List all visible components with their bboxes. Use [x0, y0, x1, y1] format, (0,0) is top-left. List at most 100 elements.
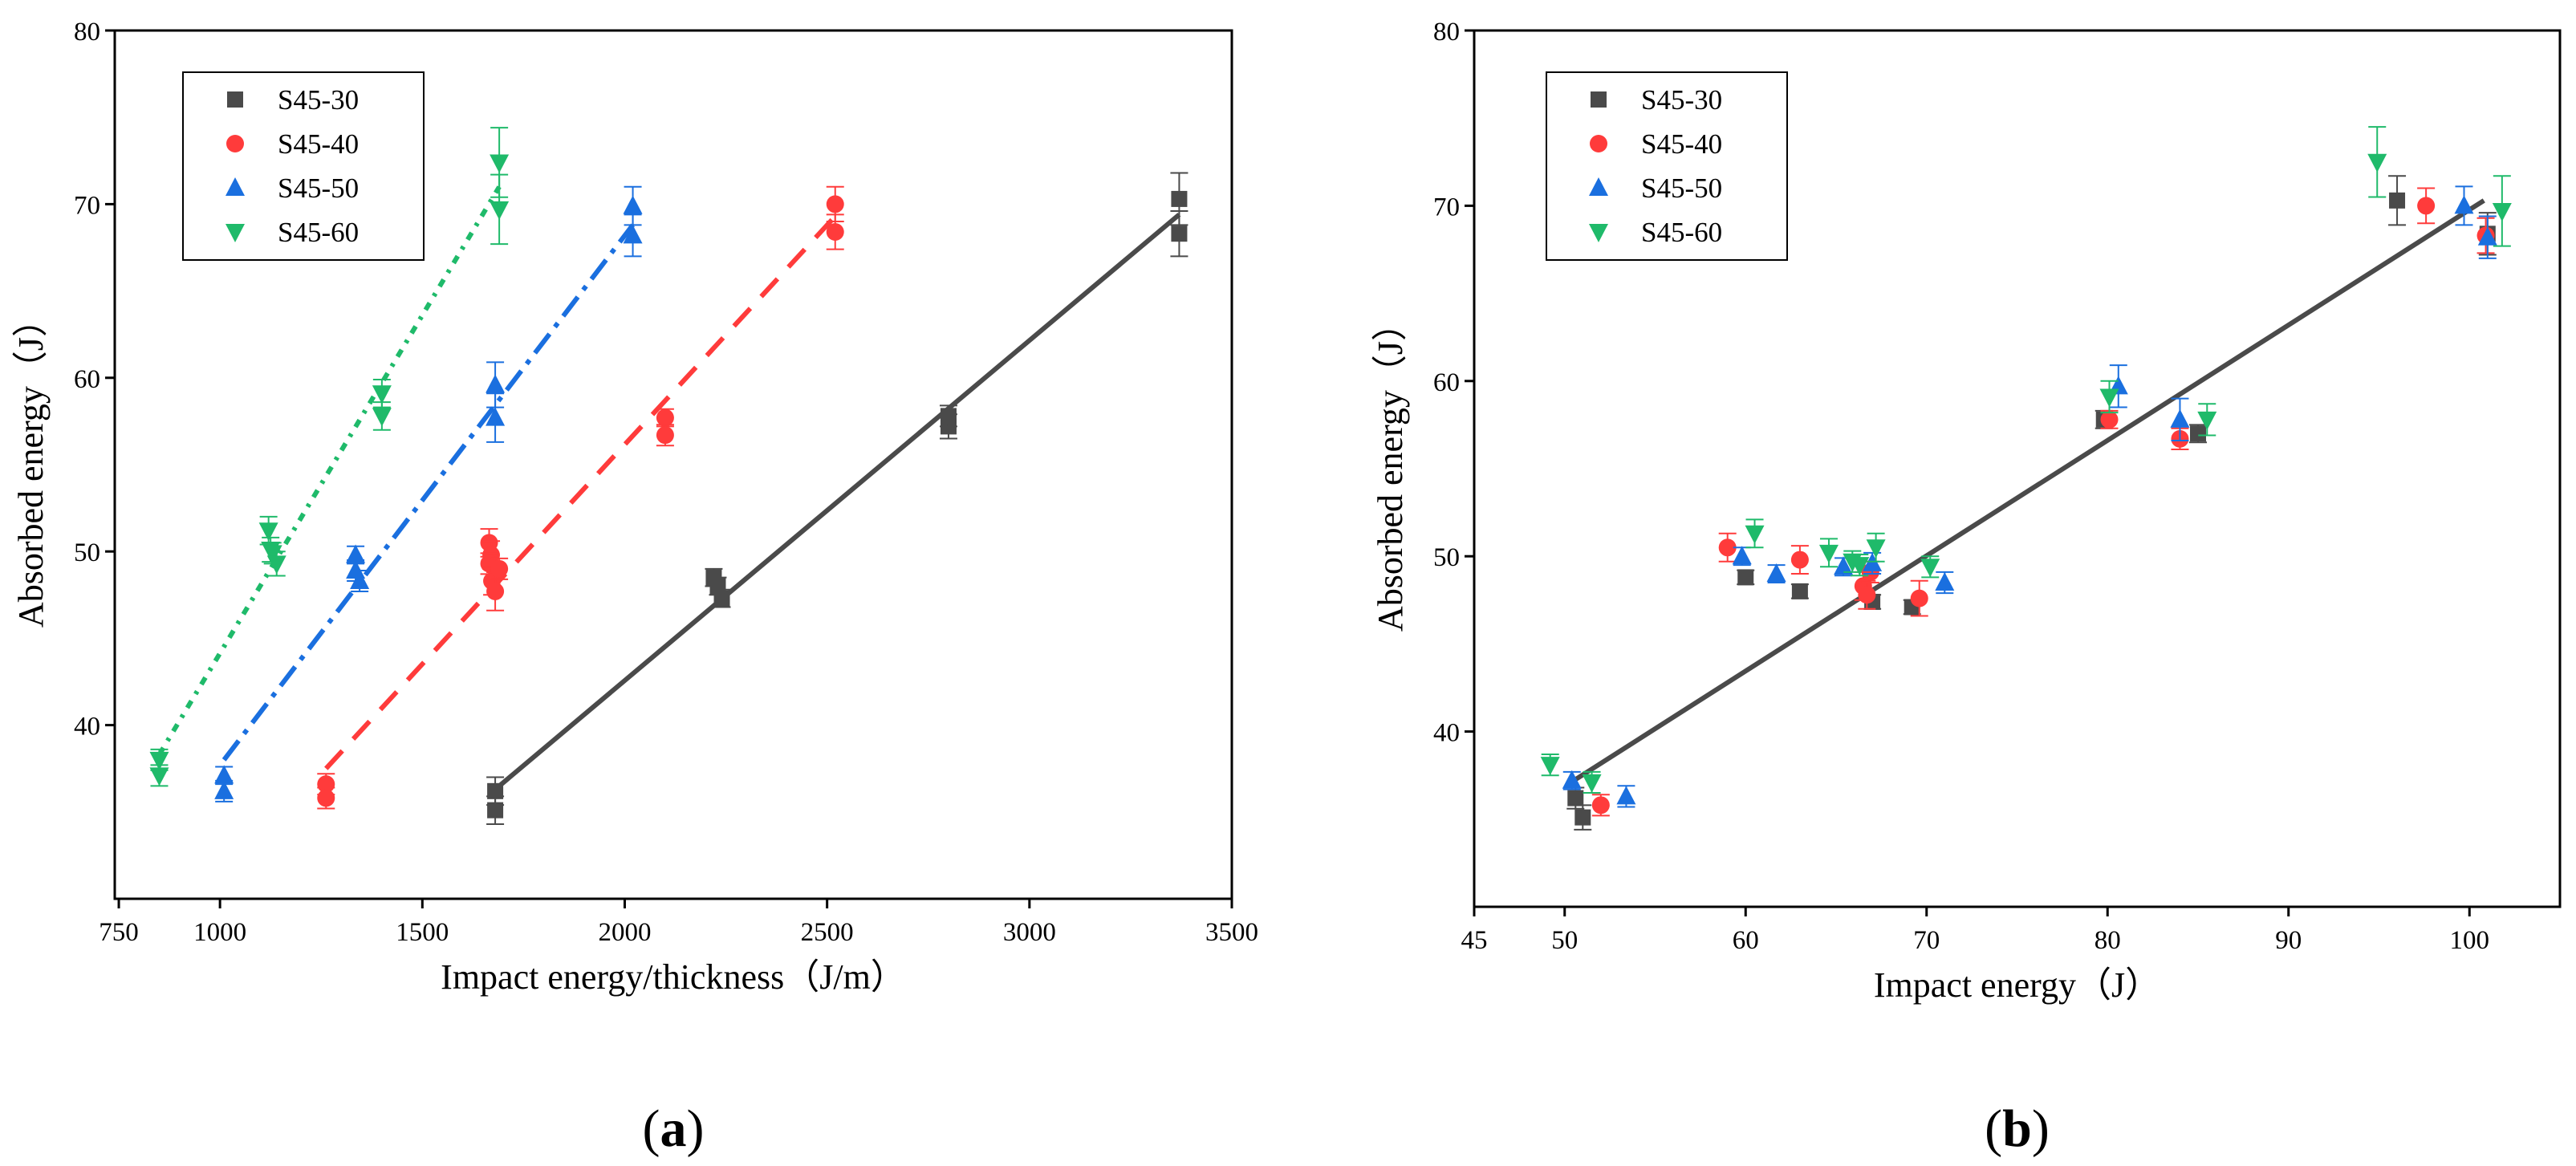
panel-b-legend-marker-s45-40: [1590, 135, 1607, 152]
panel-b-data-point-s45-60: [1540, 757, 1560, 776]
panel-b-data-point-s45-60: [1850, 557, 1870, 576]
panel-b-data-point-s45-30: [2389, 192, 2406, 209]
panel-b-data-point-s45-60: [2492, 202, 2512, 221]
panel-b-data-point-s45-60: [2197, 411, 2217, 430]
panel-b-data-point-s45-60: [1582, 774, 1602, 793]
panel-a-data-point-s45-50: [350, 570, 370, 589]
panel-a-y-tick-label: 80: [74, 18, 100, 47]
panel-a-data-point-s45-50: [214, 765, 234, 784]
panel-a-legend-marker-s45-60: [226, 224, 245, 242]
panel-b-data-point-s45-60: [2367, 153, 2387, 173]
panel-b-x-tick-label: 80: [2095, 926, 2121, 955]
panel-b-data-point-s45-60: [2099, 388, 2119, 408]
panel-b-series-s45-60: [1540, 126, 2512, 794]
panel-a-legend-label: S45-40: [278, 128, 359, 160]
panel-b-y-tick-label: 60: [1433, 368, 1460, 397]
panel-a-x-tick-label: 1000: [193, 918, 246, 947]
panel-b-caption: (b): [1985, 1099, 2050, 1158]
panel-a-series-s45-50: [214, 185, 643, 802]
panel-b-data-point-s45-50: [2170, 408, 2190, 428]
panel-a-data-point-s45-60: [266, 555, 286, 575]
panel-a-data-point-s45-50: [214, 780, 234, 799]
panel-b-data-point-s45-40: [1790, 550, 1809, 569]
panel-b-fit-line: [1572, 198, 2485, 783]
panel-b-data-point-s45-50: [2454, 195, 2474, 214]
panel-b-legend-marker-s45-30: [1591, 91, 1607, 108]
panel-a-data-point-s45-60: [149, 751, 169, 770]
panel-b-data-point-s45-50: [1732, 546, 1752, 565]
panel-a-legend-label: S45-60: [278, 217, 359, 248]
panel-b-data-point-s45-50: [1766, 563, 1786, 583]
panel-b-data-point-s45-40: [1910, 589, 1928, 607]
panel-b-legend-marker-s45-50: [1589, 177, 1608, 196]
panel-b-y-axis-title: Absorbed energy（J）: [1371, 306, 1410, 632]
panel-a-data-point-s45-60: [262, 545, 282, 564]
panel-b-data-point-s45-40: [2417, 197, 2436, 215]
panel-a-x-tick-label: 3000: [1003, 918, 1056, 947]
panel-a-data-point-s45-40: [317, 775, 335, 794]
panel-b-legend-label: S45-50: [1641, 173, 1722, 204]
panel-b-legend-label: S45-60: [1641, 217, 1722, 248]
panel-b-y-tick-label: 50: [1433, 543, 1460, 572]
panel-a-data-point-s45-50: [486, 407, 506, 426]
panel-a-legend-marker-s45-40: [226, 135, 244, 152]
panel-a-x-tick-label: 750: [99, 918, 139, 947]
panel-a-data-point-s45-50: [623, 195, 643, 214]
panel-b-x-tick-label: 45: [1461, 926, 1488, 955]
panel-b-data-point-s45-50: [1935, 571, 1955, 591]
panel-b-x-tick-label: 90: [2275, 926, 2302, 955]
panel-a-data-point-s45-30: [1171, 190, 1188, 207]
panel-a-y-tick-label: 40: [74, 713, 100, 741]
panel-a-x-axis-title: Impact energy/thickness（J/m）: [441, 957, 906, 997]
panel-b-chart: 45 50 60 70 80 90 100 40 50 60 70 80 Impact energy（J…: [1371, 18, 2562, 1158]
panel-a-data-point-s45-30: [940, 408, 957, 425]
panel-a-chart: 750 1000 1500 2000 2500 3000 3500 40 50 60 70 80 Imp…: [11, 18, 1258, 1158]
panel-b-data-point-s45-50: [1616, 786, 1636, 805]
panel-b-x-tick-label: 100: [2450, 926, 2490, 955]
panel-b-data-point-s45-60: [1920, 559, 1940, 578]
panel-b-data-point-s45-30: [1791, 583, 1808, 599]
panel-a-data-point-s45-60: [149, 767, 169, 786]
panel-a-data-point-s45-40: [486, 582, 505, 600]
panel-a-x-tick-label: 1500: [396, 918, 449, 947]
panel-a-legend-label: S45-50: [278, 173, 359, 204]
panel-b-x-tick-label: 60: [1733, 926, 1759, 955]
panel-a-data-point-s45-40: [826, 223, 844, 242]
panel-a-fit-line-s45-60: [156, 185, 502, 756]
panel-a-data-point-s45-60: [372, 408, 392, 427]
panel-b-data-point-s45-30: [2190, 425, 2206, 442]
panel-a-legend: [182, 71, 425, 261]
panel-a-series-s45-30: [486, 172, 1188, 825]
panel-a-data-point-s45-40: [656, 408, 674, 427]
panel-a-data-point-s45-60: [258, 522, 278, 542]
panel-b-data-point-s45-50: [1562, 770, 1582, 789]
panel-a-data-point-s45-30: [1171, 225, 1188, 242]
panel-b-legend-marker-s45-60: [1589, 224, 1608, 242]
panel-a-data-point-s45-30: [713, 590, 730, 607]
panel-a-data-point-s45-50: [623, 225, 643, 244]
panel-a-data-point-s45-30: [487, 782, 504, 799]
panel-a-caption: (a): [643, 1099, 705, 1158]
panel-a-y-tick-label: 50: [74, 538, 100, 567]
panel-a-series-s45-40: [317, 185, 844, 810]
panel-b-data-point-s45-30: [1574, 809, 1591, 826]
panel-a-fit-line-s45-40: [324, 214, 837, 770]
panel-a-legend-marker-s45-50: [226, 177, 245, 196]
panel-a-data-point-s45-40: [317, 789, 335, 807]
panel-a-plot-frame: [113, 29, 1233, 900]
panel-a-fit-line-s45-50: [221, 223, 635, 762]
panel-a-data-point-s45-30: [487, 802, 504, 819]
panel-b-data-point-s45-50: [1834, 556, 1854, 575]
panel-b-data-point-s45-40: [1591, 796, 1610, 815]
panel-b-x-tick-label: 70: [1913, 926, 1940, 955]
panel-a-series-s45-60: [149, 127, 510, 787]
panel-a-legend-marker-s45-30: [227, 91, 243, 108]
panel-b-legend-label: S45-30: [1641, 84, 1722, 116]
panel-b-data-point-s45-40: [1718, 538, 1737, 557]
panel-a-x-tick-label: 2500: [801, 918, 854, 947]
panel-b-data-point-s45-40: [2100, 410, 2119, 429]
panel-a-data-point-s45-40: [826, 195, 844, 213]
panel-a-y-tick-label: 70: [74, 191, 100, 220]
panel-b-data-point-s45-60: [1818, 544, 1839, 563]
